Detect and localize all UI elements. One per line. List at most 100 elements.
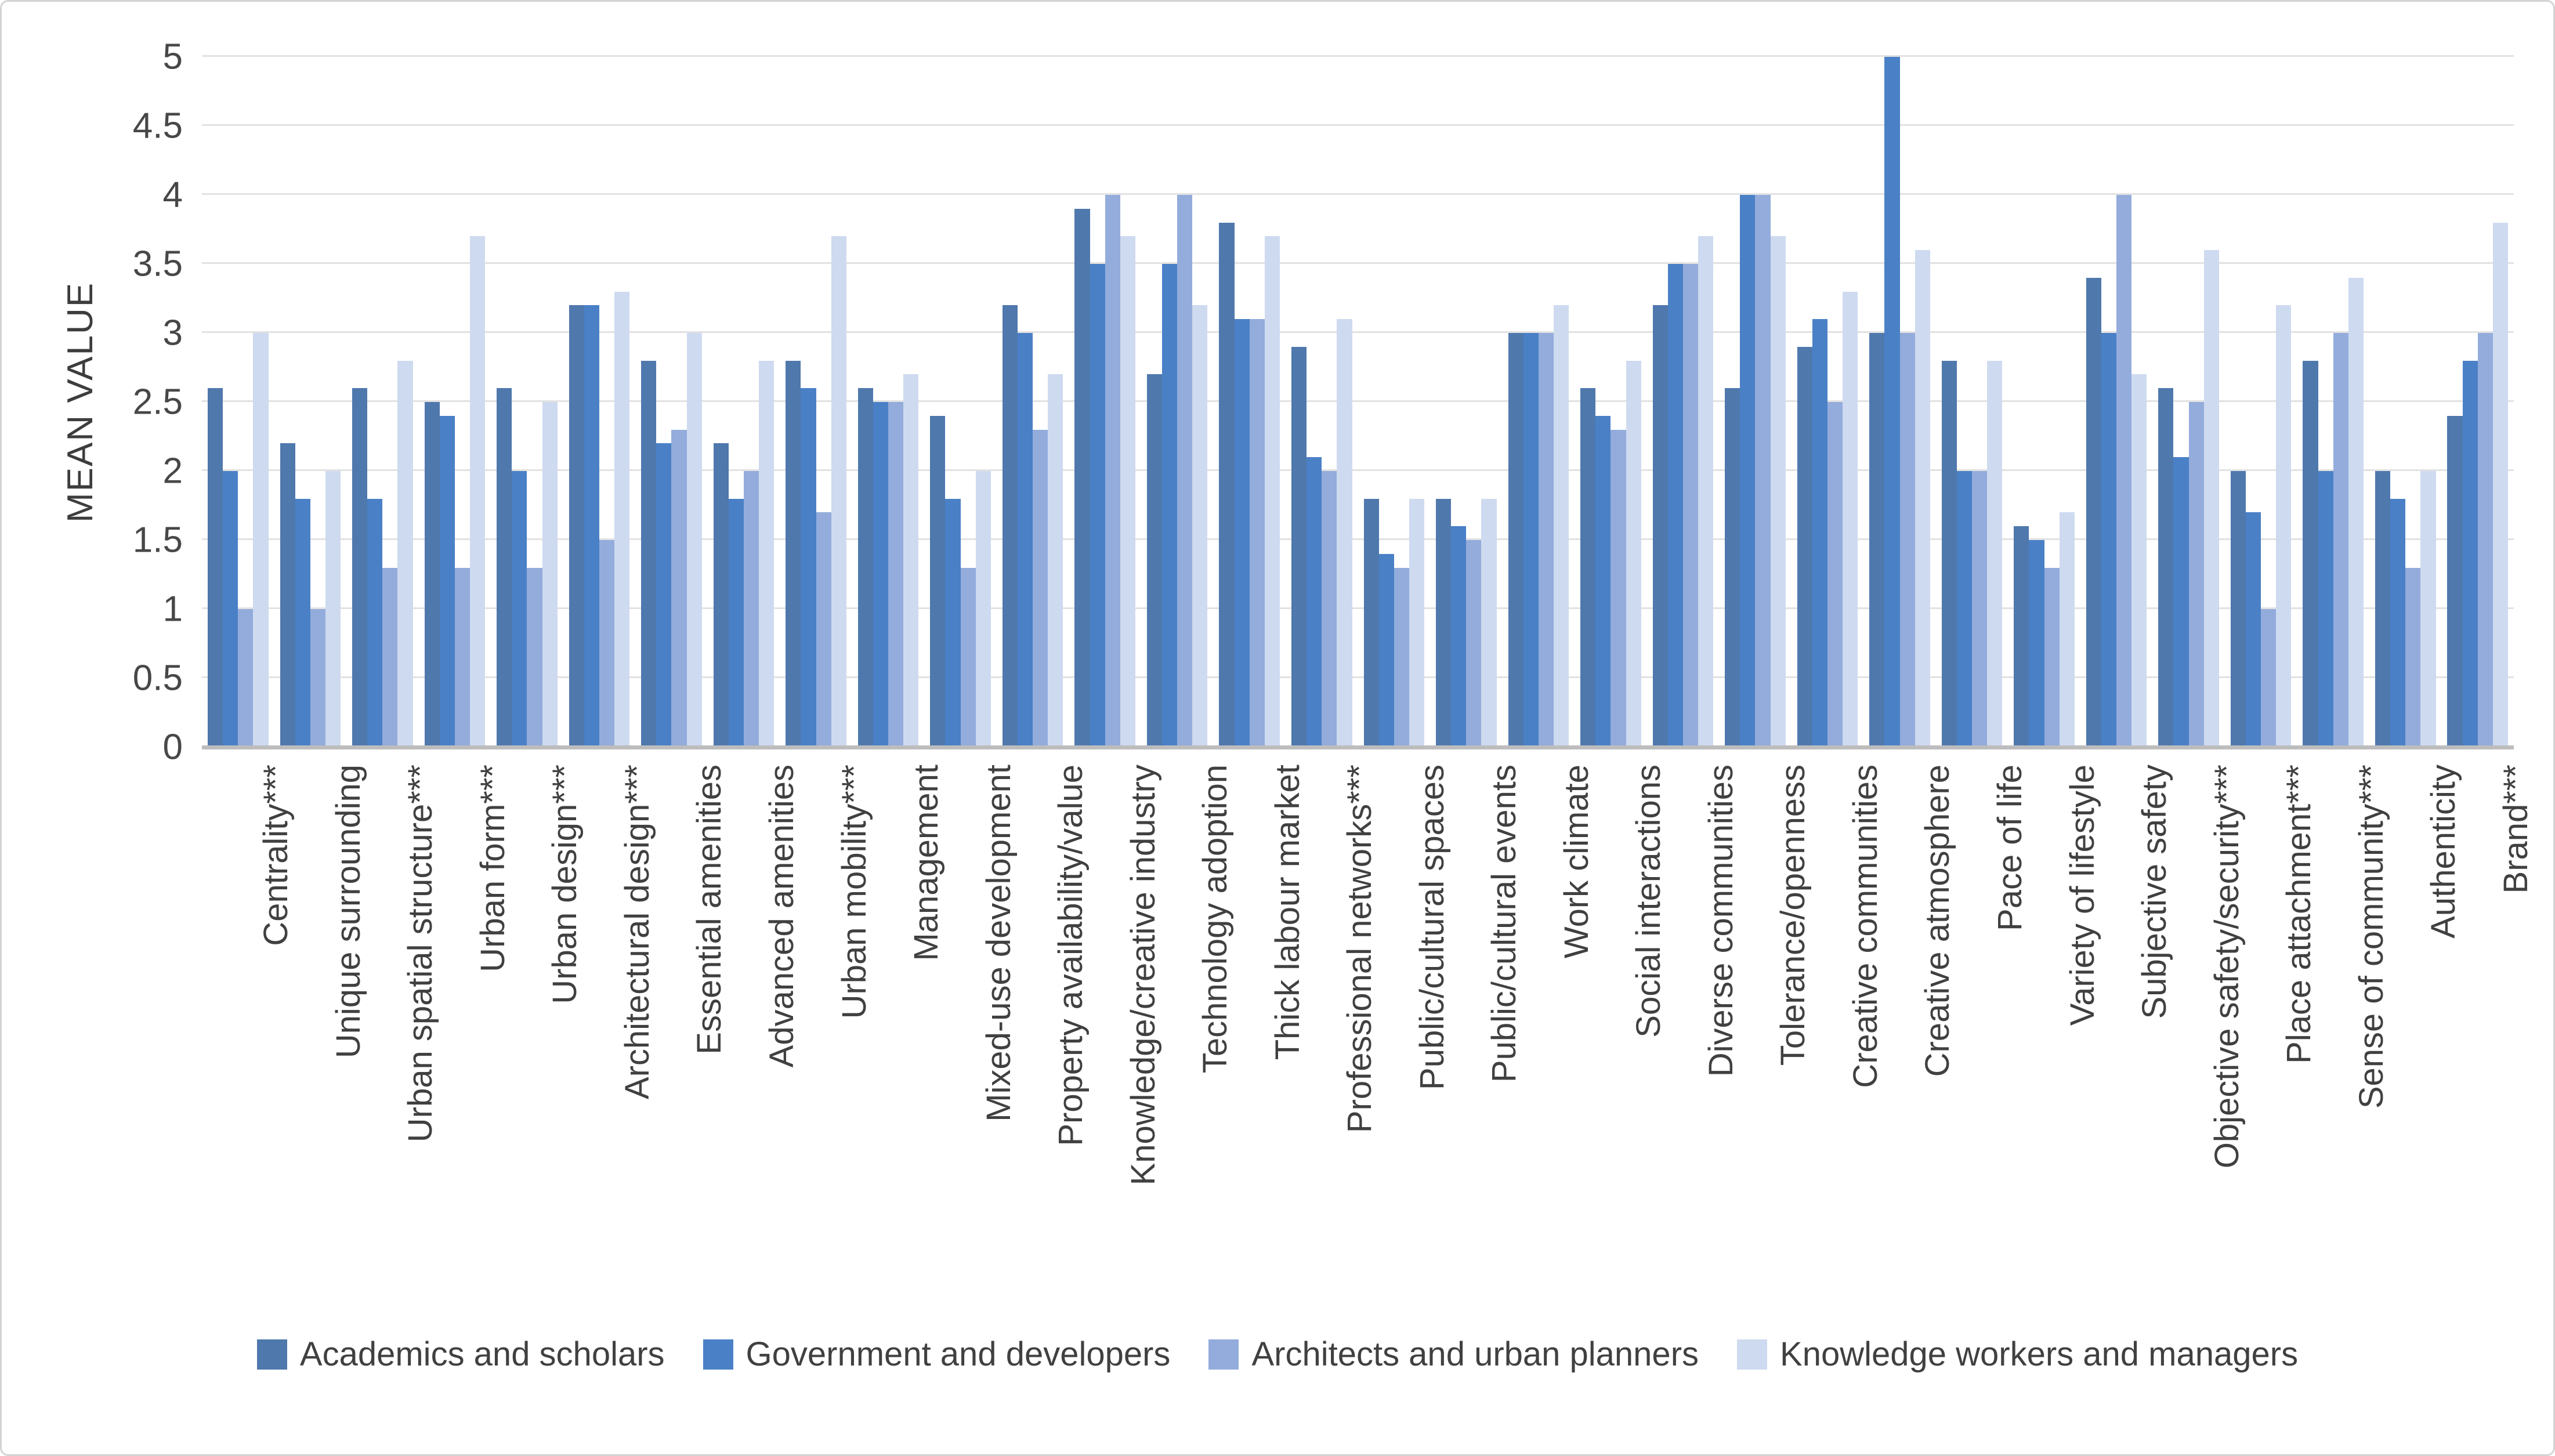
bar (857, 388, 873, 747)
bar (1827, 402, 1843, 747)
x-category-label: Thick labour market (1268, 765, 1307, 1060)
bar (1192, 305, 1208, 747)
x-category-label: Creative atmosphere (1919, 765, 1957, 1077)
bar-group (1719, 57, 1792, 747)
x-category-label: Urban spatial structure*** (401, 765, 440, 1143)
bar (656, 443, 672, 747)
bar (1812, 319, 1827, 747)
bar-group (852, 57, 925, 747)
bar-group (202, 57, 274, 747)
bar (1682, 264, 1699, 747)
bar (2420, 471, 2436, 747)
x-axis-line (202, 745, 2514, 749)
bar-group (924, 57, 997, 747)
bar (1162, 264, 1178, 747)
legend-label: Architects and urban planners (1251, 1335, 1699, 1373)
x-category-label: Work climate (1557, 765, 1595, 959)
gridline (202, 55, 2514, 57)
bar (512, 471, 527, 747)
bar (1307, 457, 1322, 747)
x-category-label: Diverse communities (1702, 765, 1740, 1077)
bar-group (491, 57, 563, 747)
bar (1120, 236, 1135, 747)
bar-group (346, 57, 419, 747)
y-tick-label: 5 (162, 37, 183, 77)
bar (1322, 471, 1337, 747)
bar (873, 402, 889, 747)
bar (1652, 305, 1668, 747)
bar-group (563, 57, 636, 747)
bar (382, 567, 398, 747)
bar (1797, 346, 1812, 747)
bar (2390, 498, 2406, 747)
bar (1090, 264, 1105, 747)
bar-group (2441, 57, 2514, 747)
bar-group (2369, 57, 2442, 747)
bar-group (1213, 57, 1286, 747)
bar (1667, 264, 1683, 747)
bar (1770, 236, 1786, 747)
x-category-label: Professional networks*** (1341, 765, 1379, 1133)
bar-group (1647, 57, 1720, 747)
legend-swatch (703, 1339, 733, 1370)
x-category-label: Architectural design*** (618, 765, 656, 1100)
legend-label: Government and developers (745, 1335, 1171, 1373)
x-category-label: Variety of lifestyle (2063, 765, 2101, 1026)
x-category-label: Mixed-use development (979, 765, 1018, 1122)
gridline (202, 124, 2514, 126)
y-tick-label: 4 (162, 175, 183, 215)
bar (1481, 498, 1497, 747)
x-category-label: Unique surrounding (329, 765, 367, 1059)
y-tick-label: 4.5 (132, 106, 183, 146)
bar (1553, 305, 1569, 747)
x-category-label: Authenticity (2424, 765, 2463, 939)
x-category-label: Centrality*** (257, 765, 295, 946)
bar-group (1286, 57, 1358, 747)
x-category-label: Property availability/value (1052, 765, 1090, 1146)
bar (728, 498, 744, 747)
bar-group (635, 57, 708, 747)
bar (1595, 415, 1611, 747)
bar (238, 609, 254, 747)
legend-label: Academics and scholars (299, 1335, 665, 1373)
bar (2276, 305, 2292, 747)
bar-group (1575, 57, 1647, 747)
gridline (202, 469, 2514, 471)
bar (1002, 305, 1018, 747)
x-category-label: Management (907, 765, 946, 961)
legend-swatch (1737, 1339, 1768, 1370)
bar (1146, 374, 1163, 747)
bar (2375, 471, 2391, 747)
plot-area (202, 55, 2514, 749)
bar (1915, 250, 1930, 747)
bar (1698, 236, 1714, 747)
bar (1436, 498, 1452, 747)
bar (569, 305, 584, 747)
bar (2492, 222, 2509, 747)
gridline (202, 331, 2514, 333)
bar (1740, 195, 1756, 747)
y-tick-label: 3.5 (132, 244, 183, 284)
bar (1884, 57, 1900, 747)
x-category-label: Pace of life (1991, 765, 2029, 931)
bar (1869, 333, 1885, 747)
bar (2477, 333, 2493, 747)
bar (903, 374, 919, 747)
bar (542, 402, 558, 747)
bar (930, 415, 946, 747)
x-category-label: Urban form*** (473, 765, 512, 972)
bar (1611, 429, 1626, 747)
gridline (202, 193, 2514, 195)
bar (325, 471, 341, 747)
bar (1363, 498, 1379, 747)
bar (2131, 374, 2147, 747)
bar (2029, 540, 2044, 747)
bar (584, 305, 599, 747)
bar (1378, 553, 1394, 747)
bar (671, 429, 687, 747)
bar-group (274, 57, 347, 747)
bar (1725, 388, 1740, 747)
bar (1394, 567, 1409, 747)
bar (2230, 471, 2246, 747)
x-category-label: Public/cultural events (1485, 765, 1523, 1083)
